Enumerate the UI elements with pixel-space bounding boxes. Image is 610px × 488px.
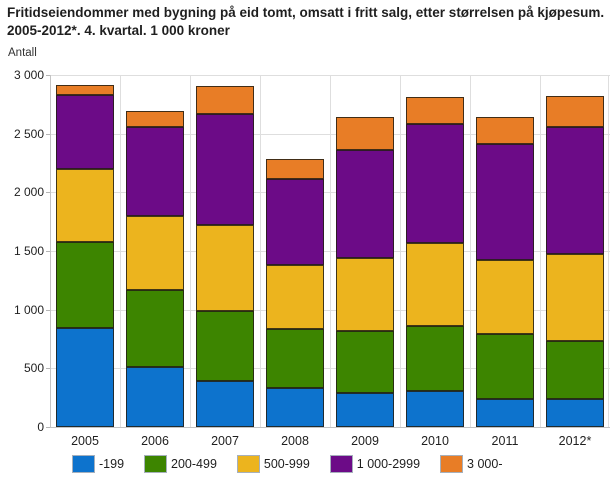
legend-label: 200-499 xyxy=(171,457,217,471)
bar-segment-2005--199[interactable] xyxy=(56,328,114,427)
bar-segment-2010-200-499[interactable] xyxy=(406,326,464,392)
bar-segment-2008-1000-2999[interactable] xyxy=(266,179,324,266)
x-tick-label: 2006 xyxy=(141,434,169,448)
bar-segment-2012--199[interactable] xyxy=(546,398,604,427)
bar-segment-2008-200-499[interactable] xyxy=(266,329,324,388)
bar-segment-2007-3000-[interactable] xyxy=(196,85,254,114)
bar-segment-2008-500-999[interactable] xyxy=(266,265,324,329)
y-tick-mark xyxy=(46,310,50,311)
bar-segment-2010-500-999[interactable] xyxy=(406,242,464,327)
bar-segment-2006-200-499[interactable] xyxy=(126,289,184,367)
bar-segment-2007-1000-2999[interactable] xyxy=(196,113,254,225)
chart-title: Fritidseiendommer med bygning på eid tom… xyxy=(7,5,605,38)
gridline-vertical xyxy=(400,75,401,427)
x-tick-label: 2005 xyxy=(71,434,99,448)
legend-label: -199 xyxy=(99,457,125,471)
bar-segment-2005-1000-2999[interactable] xyxy=(56,94,114,169)
x-tick-label: 2009 xyxy=(351,434,379,448)
bar-segment-2007-500-999[interactable] xyxy=(196,224,254,312)
bar-segment-2007-200-499[interactable] xyxy=(196,311,254,381)
legend-swatch xyxy=(144,455,168,473)
y-tick-label: 2 500 xyxy=(13,127,44,141)
bar-segment-2011-1000-2999[interactable] xyxy=(476,144,534,260)
bar-segment-2006--199[interactable] xyxy=(126,366,184,427)
y-tick-mark xyxy=(46,192,50,193)
gridline-vertical xyxy=(540,75,541,427)
y-tick-label: 3 000 xyxy=(13,68,44,82)
bar-segment-2009-500-999[interactable] xyxy=(336,258,394,331)
legend-label: 500-999 xyxy=(263,457,310,471)
y-tick-mark xyxy=(46,75,50,76)
legend-swatch xyxy=(440,455,464,473)
gridline-vertical xyxy=(260,75,261,427)
legend-swatch xyxy=(72,455,95,473)
bar-segment-2010-3000-[interactable] xyxy=(406,97,464,125)
bar-segment-2010-1000-2999[interactable] xyxy=(406,124,464,243)
bar-segment-2012-3000-[interactable] xyxy=(546,95,604,127)
y-tick-mark xyxy=(46,134,50,135)
y-tick-label: 0 xyxy=(37,420,44,434)
x-tick-label: 2010 xyxy=(421,434,449,448)
y-tick-label: 1 500 xyxy=(13,244,44,258)
gridline-vertical xyxy=(120,75,121,427)
y-tick-label: 2 000 xyxy=(13,185,44,199)
bar-segment-2012-200-499[interactable] xyxy=(546,341,604,399)
bar-segment-2009--199[interactable] xyxy=(336,393,394,427)
bar-segment-2009-3000-[interactable] xyxy=(336,117,394,151)
gridline-vertical xyxy=(330,75,331,427)
legend-label: 1 000-2999 xyxy=(356,457,421,471)
x-tick-label: 2011 xyxy=(491,434,519,448)
bar-segment-2008-3000-[interactable] xyxy=(266,158,324,180)
bar-segment-2006-1000-2999[interactable] xyxy=(126,127,184,217)
x-tick-label: 2007 xyxy=(211,434,239,448)
y-axis-unit-label: Antall xyxy=(8,47,37,59)
bar-segment-2010--199[interactable] xyxy=(406,391,464,427)
bar-segment-2009-1000-2999[interactable] xyxy=(336,150,394,258)
bar-segment-2005-3000-[interactable] xyxy=(56,85,114,95)
y-axis-line xyxy=(50,75,51,427)
y-tick-mark xyxy=(46,427,50,428)
bar-segment-2005-200-499[interactable] xyxy=(56,241,114,329)
bar-segment-2011-500-999[interactable] xyxy=(476,259,534,335)
x-axis-line xyxy=(50,427,610,428)
bar-segment-2011-200-499[interactable] xyxy=(476,334,534,400)
x-tick-label: 2008 xyxy=(281,434,309,448)
gridline-vertical xyxy=(190,75,191,427)
bar-segment-2012-500-999[interactable] xyxy=(546,253,604,342)
bar-segment-2012-1000-2999[interactable] xyxy=(546,126,604,254)
bar-segment-2011--199[interactable] xyxy=(476,399,534,427)
bar-segment-2005-500-999[interactable] xyxy=(56,168,114,242)
gridline-vertical xyxy=(608,75,609,427)
bar-segment-2006-3000-[interactable] xyxy=(126,110,184,128)
legend-item-1000-2999[interactable]: 1 000-2999 xyxy=(329,455,421,473)
legend-label: 3 000- xyxy=(467,457,503,471)
bar-segment-2007--199[interactable] xyxy=(196,380,254,427)
x-tick-label: 2012* xyxy=(558,434,592,448)
legend-swatch xyxy=(329,455,353,473)
y-tick-mark xyxy=(46,251,50,252)
legend-swatch xyxy=(236,455,260,473)
legend-item--199[interactable]: -199 xyxy=(72,455,124,473)
y-tick-label: 500 xyxy=(23,361,44,375)
legend-item-200-499[interactable]: 200-499 xyxy=(144,455,217,473)
bar-segment-2008--199[interactable] xyxy=(266,387,324,427)
gridline-vertical xyxy=(470,75,471,427)
legend-item-500-999[interactable]: 500-999 xyxy=(236,455,310,473)
bar-segment-2006-500-999[interactable] xyxy=(126,216,184,290)
bar-segment-2011-3000-[interactable] xyxy=(476,116,534,145)
y-tick-label: 1 000 xyxy=(13,303,44,317)
legend: -199 200-499 500-999 1 000-2999 3 000- xyxy=(72,455,503,473)
y-tick-mark xyxy=(46,368,50,369)
legend-item-3000-[interactable]: 3 000- xyxy=(440,455,503,473)
bar-segment-2009-200-499[interactable] xyxy=(336,330,394,393)
